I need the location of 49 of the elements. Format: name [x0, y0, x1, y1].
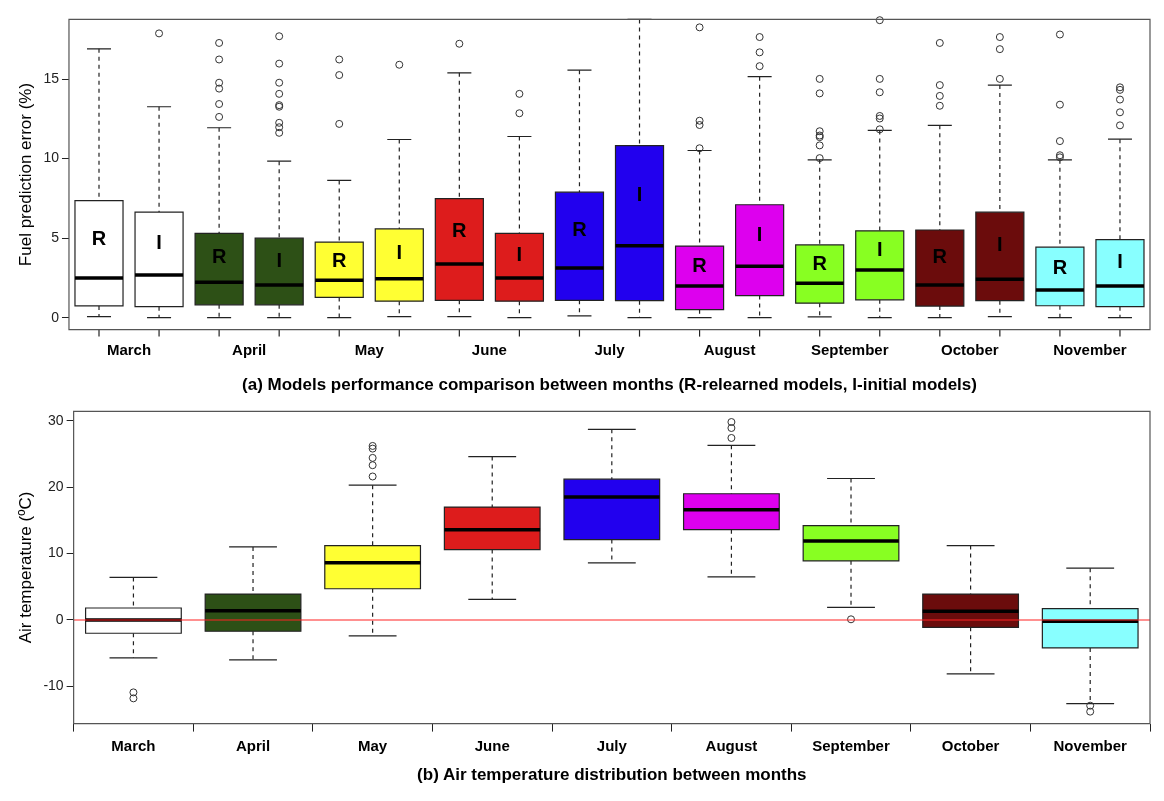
x-tick-label: July	[596, 736, 628, 754]
x-tick-label: June	[474, 736, 510, 754]
x-tick-label: May	[354, 340, 385, 358]
x-tick-label: April	[235, 736, 271, 754]
text: I	[1117, 250, 1123, 273]
x-axis-title: (b) Air temperature distribution between months	[417, 765, 807, 785]
text: I	[156, 230, 162, 253]
text: R	[211, 245, 227, 268]
x-tick-label: November	[1053, 736, 1128, 754]
y-tick-label: 20	[48, 477, 64, 494]
x-tick-label: August	[703, 340, 756, 358]
x-tick-label: September	[810, 340, 889, 358]
x-tick-label: March	[106, 340, 152, 358]
text: R	[452, 218, 467, 241]
text: R	[932, 244, 948, 267]
x-tick-label: May	[358, 736, 388, 754]
text: I	[756, 222, 763, 245]
text: R	[1052, 256, 1068, 279]
x-tick-label: March	[111, 736, 156, 754]
y-tick-label: 15	[43, 69, 60, 86]
x-tick-label: November	[1053, 340, 1127, 358]
x-tick-label: September	[812, 736, 890, 754]
text: R	[812, 251, 827, 274]
x-axis-title: (a) Models performance comparison between months (R-relearned models, I-initial models)	[242, 375, 977, 395]
x-tick-label: October	[941, 340, 999, 358]
text: I	[997, 233, 1003, 256]
series-label: R	[332, 248, 347, 271]
x-tick-label: October	[941, 736, 1000, 754]
y-tick-label: 10	[48, 544, 64, 561]
y-tick-label: 5	[51, 228, 60, 245]
text: R	[91, 226, 107, 249]
text: R	[572, 217, 587, 240]
series-label: I	[876, 237, 883, 260]
text: I	[276, 249, 282, 272]
x-tick-label: June	[471, 340, 507, 358]
y-tick-label: 0	[51, 308, 60, 325]
x-tick-label: July	[594, 340, 626, 358]
y-tick-label: -10	[43, 677, 64, 694]
text: R	[692, 253, 707, 276]
text: I	[396, 241, 403, 264]
y-axis-title: Air temperature (ºC)	[15, 491, 35, 644]
text: I	[516, 243, 523, 266]
x-tick-label: August	[705, 736, 758, 754]
y-axis-title: Fuel prediction error (%)	[15, 82, 35, 267]
y-tick-label: 10	[43, 149, 60, 166]
x-tick-label: April	[232, 340, 267, 358]
y-tick-label: 0	[55, 610, 64, 627]
y-tick-label: 30	[48, 411, 64, 428]
text: I	[636, 183, 643, 206]
